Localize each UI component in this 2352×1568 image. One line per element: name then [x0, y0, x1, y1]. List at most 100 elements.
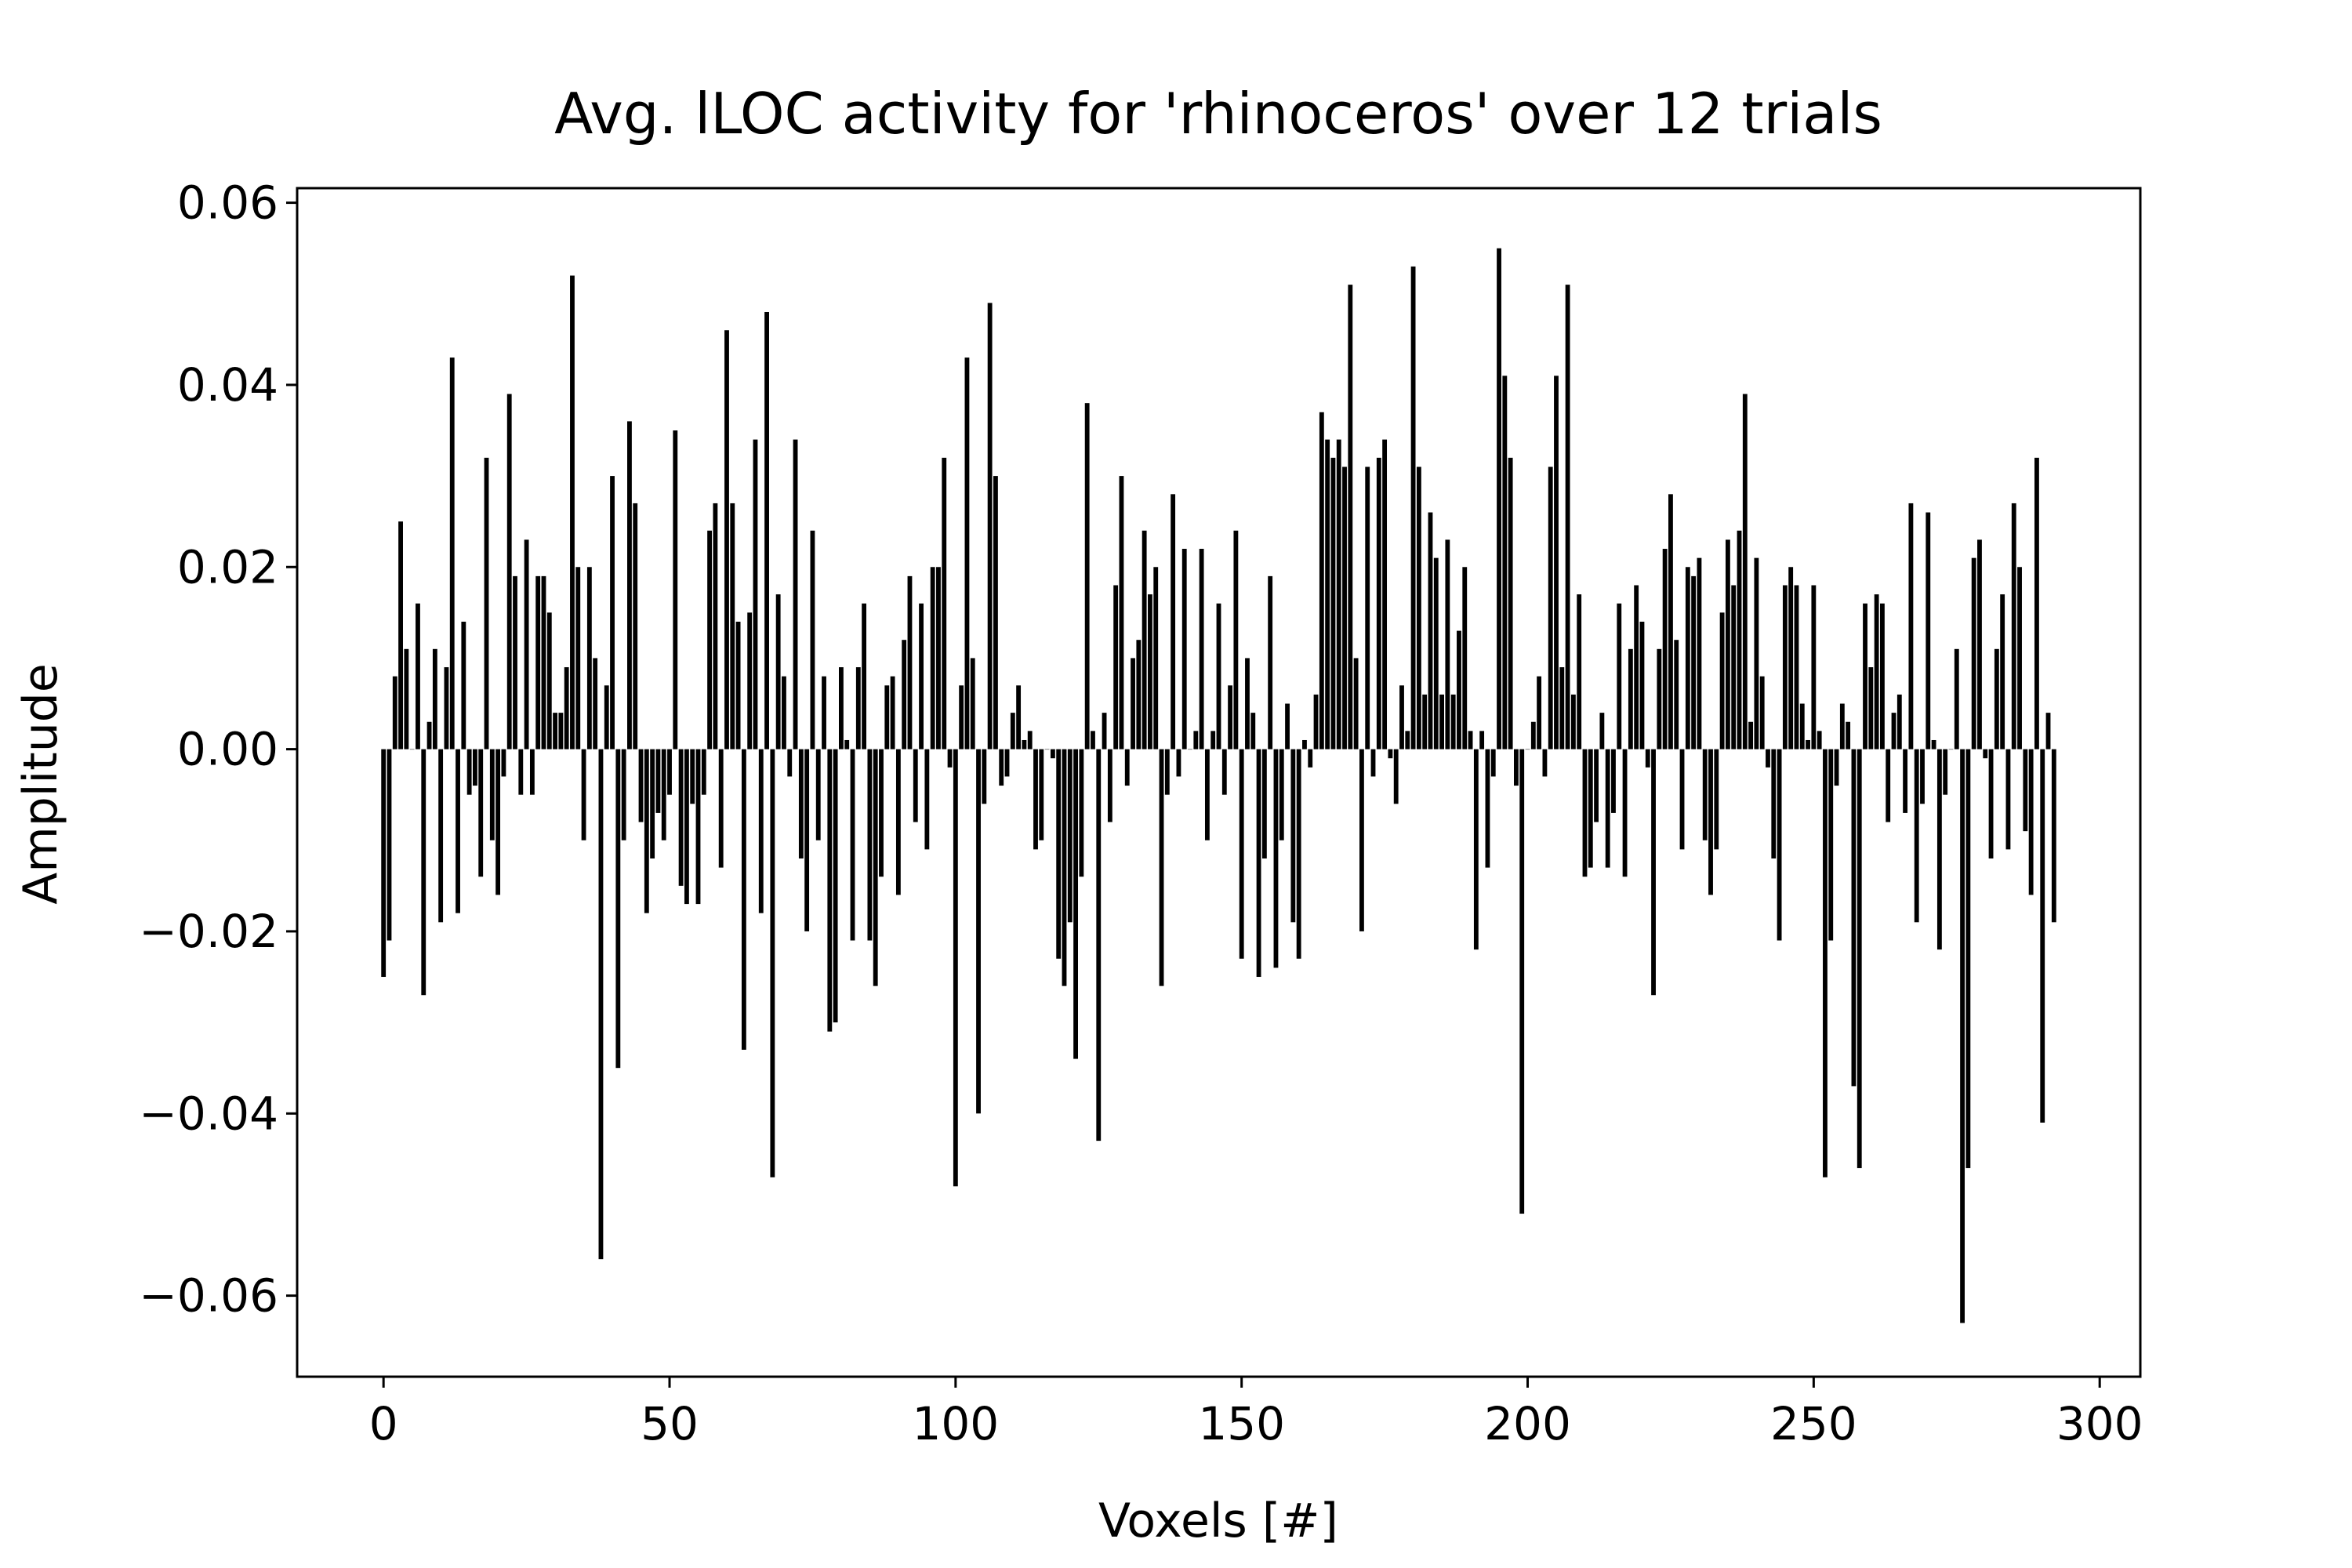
bar: [650, 749, 655, 859]
bar: [890, 676, 895, 750]
bar: [1754, 557, 1759, 750]
bar: [684, 749, 689, 905]
bar: [1794, 585, 1799, 750]
bar: [2040, 749, 2045, 1123]
bar: [438, 749, 444, 923]
y-tick-label: 0.00: [177, 723, 278, 776]
bar: [775, 594, 781, 750]
bar: [1954, 648, 1959, 750]
bar: [1239, 749, 1244, 959]
bar: [1617, 603, 1622, 750]
bar: [1056, 749, 1062, 959]
bar: [1559, 667, 1565, 750]
bar: [1342, 466, 1347, 750]
bar: [661, 749, 666, 840]
bar: [1416, 466, 1421, 750]
bar: [398, 521, 403, 750]
bar: [1370, 749, 1376, 777]
bar: [993, 476, 998, 750]
bar: [787, 749, 793, 777]
bar: [1399, 685, 1404, 750]
bar: [524, 539, 529, 750]
bar: [942, 457, 947, 750]
bar: [999, 749, 1004, 786]
bar: [844, 739, 850, 750]
bar: [1565, 285, 1570, 750]
bar: [1256, 749, 1261, 978]
bar: [581, 749, 586, 840]
bar: [964, 358, 970, 750]
bar: [1273, 749, 1279, 968]
bar: [827, 749, 833, 1032]
bar: [1983, 749, 1988, 759]
bar: [1817, 731, 1822, 750]
bar: [1657, 648, 1662, 750]
bar: [924, 749, 930, 850]
bar: [919, 603, 924, 750]
bar: [615, 749, 621, 1069]
bar: [1846, 721, 1851, 750]
bar: [1777, 749, 1782, 941]
bar: [895, 749, 901, 895]
bar: [1548, 466, 1553, 750]
y-axis-label: Amplitude: [13, 663, 68, 904]
bar: [1708, 749, 1713, 895]
y-tick-label: 0.04: [177, 358, 278, 412]
bar: [1336, 439, 1341, 750]
bar: [484, 457, 489, 750]
bar: [627, 421, 632, 750]
bar: [913, 749, 918, 822]
bar: [598, 749, 604, 1260]
plot-frame: [296, 187, 2142, 1378]
bar: [1353, 658, 1359, 750]
bar: [1719, 612, 1725, 750]
bar: [1016, 685, 1022, 750]
bar: [1210, 731, 1216, 750]
bar: [1216, 603, 1221, 750]
bar: [1153, 567, 1159, 750]
bar: [1462, 567, 1468, 750]
bar: [701, 749, 706, 795]
bar: [1365, 466, 1370, 750]
bar: [1737, 530, 1742, 750]
bar: [798, 749, 804, 859]
bar: [529, 749, 535, 795]
bar: [449, 358, 455, 750]
bar: [1645, 749, 1650, 768]
bar: [1965, 749, 1971, 1168]
bar: [1960, 749, 1965, 1323]
bar: [1245, 658, 1250, 750]
bar: [1302, 739, 1307, 750]
bar: [2028, 749, 2034, 895]
bar: [1233, 530, 1239, 750]
x-tick-label: 200: [1484, 1397, 1571, 1450]
bar: [1393, 749, 1399, 804]
bar: [1319, 412, 1324, 750]
bar: [1782, 585, 1788, 750]
bar: [1422, 694, 1428, 750]
bar: [1261, 749, 1267, 859]
y-tick-label: −0.04: [139, 1087, 278, 1140]
bar: [1748, 721, 1754, 750]
bar: [1988, 749, 1994, 859]
bar: [1994, 648, 1999, 750]
bar: [1457, 630, 1461, 750]
bar: [1376, 457, 1381, 750]
bar: [1788, 567, 1794, 750]
bar: [707, 530, 713, 750]
bar: [1662, 549, 1668, 750]
bar: [1348, 285, 1353, 750]
bar: [936, 567, 941, 750]
bar: [1691, 575, 1697, 750]
bar: [495, 749, 501, 895]
bar: [655, 749, 661, 813]
bar: [575, 567, 581, 750]
x-tick-label: 300: [2056, 1397, 2143, 1450]
bar: [2011, 503, 2016, 750]
bar: [1886, 749, 1891, 822]
bar: [673, 430, 678, 750]
bar: [741, 749, 746, 1050]
bar: [610, 476, 615, 750]
bar: [444, 667, 449, 750]
